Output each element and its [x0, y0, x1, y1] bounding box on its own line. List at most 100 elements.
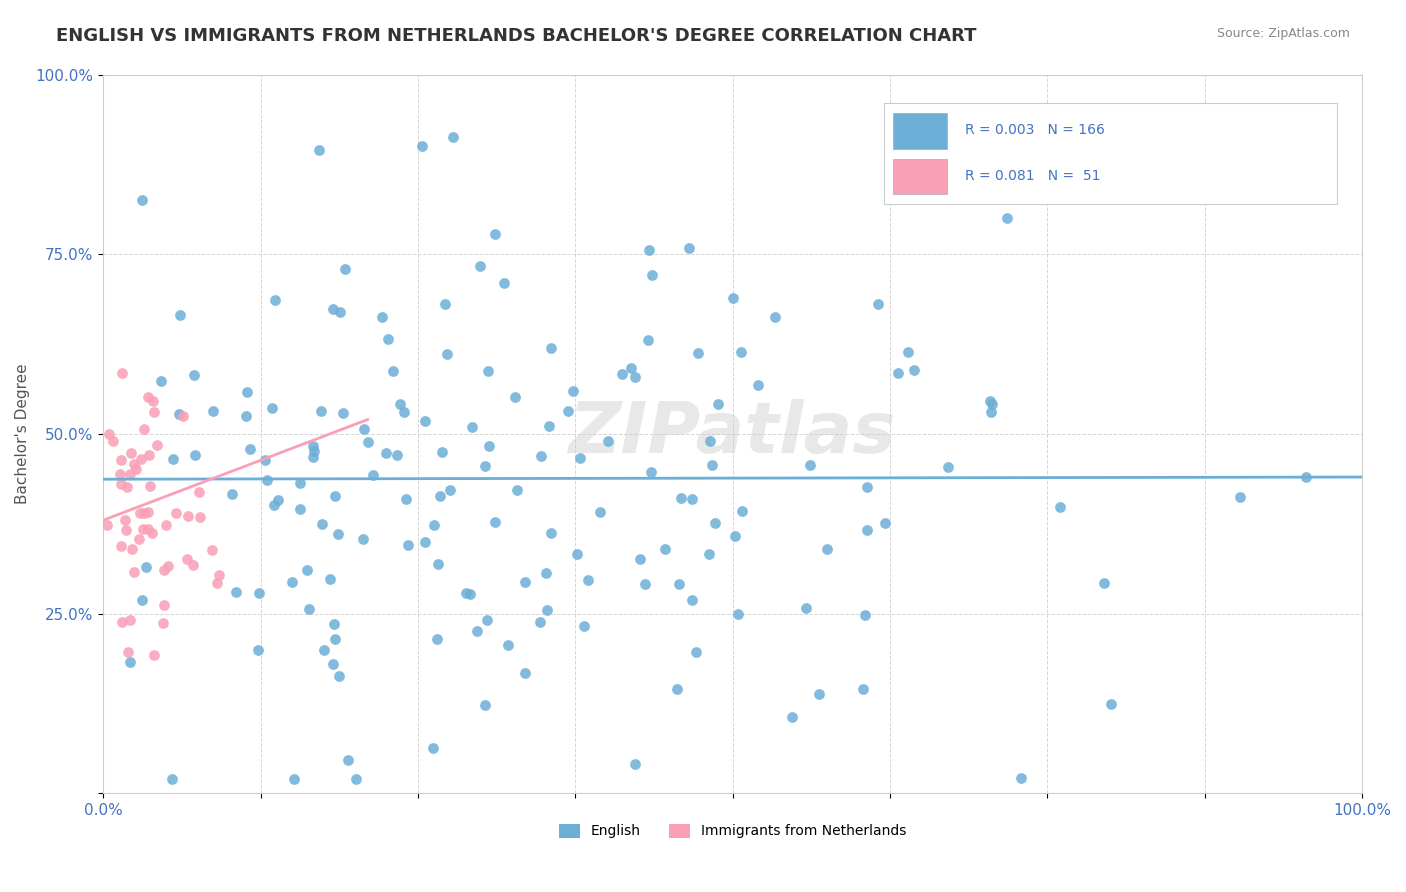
Point — [980, 397, 1002, 411]
Point — [371, 310, 394, 325]
Point — [128, 532, 150, 546]
Point — [780, 710, 803, 724]
Point — [688, 346, 710, 360]
Point — [169, 308, 191, 322]
Point — [389, 396, 412, 410]
Point — [980, 405, 1002, 419]
Point — [267, 493, 290, 508]
Point — [131, 593, 153, 607]
Point — [239, 442, 262, 456]
Point — [235, 409, 257, 424]
Point — [120, 655, 142, 669]
Point — [132, 506, 155, 520]
Point — [429, 489, 451, 503]
Point — [392, 405, 415, 419]
Point — [188, 484, 211, 499]
Point — [426, 557, 449, 571]
Point — [465, 624, 488, 638]
Point — [314, 643, 336, 657]
Point — [995, 211, 1018, 226]
Point — [461, 419, 484, 434]
Point — [654, 541, 676, 556]
Point — [319, 572, 342, 586]
Point — [333, 262, 356, 277]
Point — [697, 547, 720, 561]
Point — [496, 638, 519, 652]
Point — [184, 448, 207, 462]
Point — [503, 390, 526, 404]
Point — [887, 366, 910, 380]
Point — [247, 642, 270, 657]
Point — [308, 144, 330, 158]
Point — [430, 445, 453, 459]
Point — [143, 404, 166, 418]
Text: ENGLISH VS IMMIGRANTS FROM NETHERLANDS BACHELOR'S DEGREE CORRELATION CHART: ENGLISH VS IMMIGRANTS FROM NETHERLANDS B… — [56, 27, 977, 45]
Point — [247, 586, 270, 600]
Point — [422, 518, 444, 533]
Point — [763, 310, 786, 324]
Point — [569, 451, 592, 466]
Point — [855, 607, 877, 622]
Point — [155, 518, 177, 533]
Point — [132, 422, 155, 436]
Point — [322, 301, 344, 316]
Point — [129, 506, 152, 520]
Point — [208, 567, 231, 582]
Point — [572, 619, 595, 633]
Point — [288, 501, 311, 516]
Point — [385, 448, 408, 462]
Point — [329, 305, 352, 319]
Point — [236, 384, 259, 399]
Point — [290, 475, 312, 490]
Point — [165, 506, 187, 520]
Point — [167, 407, 190, 421]
Point — [589, 505, 612, 519]
Point — [118, 613, 141, 627]
Point — [730, 345, 752, 359]
Point — [114, 512, 136, 526]
Point — [96, 518, 118, 533]
Point — [352, 533, 374, 547]
Point — [110, 539, 132, 553]
Point — [264, 293, 287, 307]
Point — [540, 341, 562, 355]
Point — [337, 752, 360, 766]
Point — [866, 297, 889, 311]
Point — [377, 332, 399, 346]
Point — [256, 473, 278, 487]
Point — [747, 378, 769, 392]
Point — [474, 698, 496, 713]
Point — [703, 516, 725, 531]
Point — [856, 523, 879, 537]
Point — [620, 361, 643, 376]
Point — [295, 563, 318, 577]
Point — [1092, 576, 1115, 591]
Point — [283, 772, 305, 786]
Point — [121, 541, 143, 556]
Point — [136, 390, 159, 404]
Point — [458, 587, 481, 601]
Point — [540, 525, 562, 540]
Point — [468, 259, 491, 273]
Point — [124, 566, 146, 580]
Point — [641, 268, 664, 282]
Point — [799, 458, 821, 472]
Point — [681, 592, 703, 607]
Point — [138, 479, 160, 493]
Point — [700, 458, 723, 472]
Point — [536, 603, 558, 617]
Point — [110, 467, 132, 481]
Point — [131, 194, 153, 208]
Point — [309, 403, 332, 417]
Point — [699, 434, 721, 448]
Point — [436, 347, 458, 361]
Text: ZIPatlas: ZIPatlas — [569, 400, 897, 468]
Point — [129, 452, 152, 467]
Point — [624, 370, 647, 384]
Point — [903, 362, 925, 376]
Point — [1099, 698, 1122, 712]
Point — [322, 657, 344, 672]
Point — [808, 687, 831, 701]
Point — [707, 397, 730, 411]
Point — [852, 682, 875, 697]
